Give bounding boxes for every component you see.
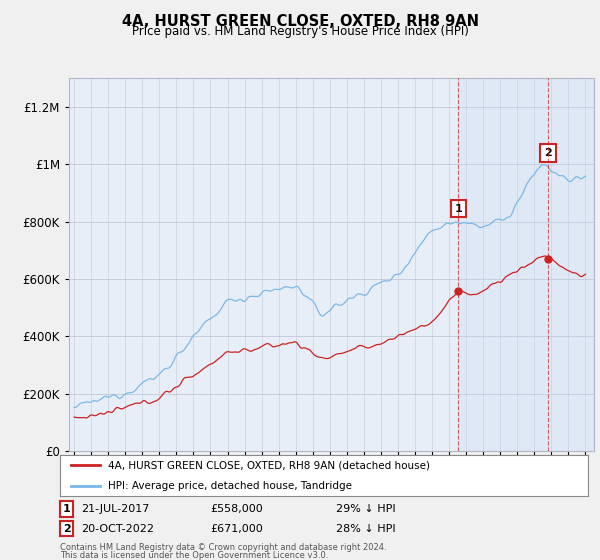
- Text: 2: 2: [63, 524, 70, 534]
- Text: HPI: Average price, detached house, Tandridge: HPI: Average price, detached house, Tand…: [107, 480, 352, 491]
- Text: 2: 2: [544, 148, 552, 157]
- Text: Contains HM Land Registry data © Crown copyright and database right 2024.: Contains HM Land Registry data © Crown c…: [60, 543, 386, 552]
- Text: 20-OCT-2022: 20-OCT-2022: [81, 524, 154, 534]
- Bar: [458, 78, 594, 451]
- Text: 4A, HURST GREEN CLOSE, OXTED, RH8 9AN (detached house): 4A, HURST GREEN CLOSE, OXTED, RH8 9AN (d…: [107, 460, 430, 470]
- Text: 4A, HURST GREEN CLOSE, OXTED, RH8 9AN: 4A, HURST GREEN CLOSE, OXTED, RH8 9AN: [121, 14, 479, 29]
- Text: 28% ↓ HPI: 28% ↓ HPI: [336, 524, 395, 534]
- Text: £558,000: £558,000: [210, 504, 263, 514]
- Text: 29% ↓ HPI: 29% ↓ HPI: [336, 504, 395, 514]
- Text: 1: 1: [455, 203, 463, 213]
- Text: 1: 1: [63, 504, 70, 514]
- Text: £671,000: £671,000: [210, 524, 263, 534]
- Text: This data is licensed under the Open Government Licence v3.0.: This data is licensed under the Open Gov…: [60, 551, 328, 560]
- Text: 21-JUL-2017: 21-JUL-2017: [81, 504, 149, 514]
- Text: Price paid vs. HM Land Registry's House Price Index (HPI): Price paid vs. HM Land Registry's House …: [131, 25, 469, 38]
